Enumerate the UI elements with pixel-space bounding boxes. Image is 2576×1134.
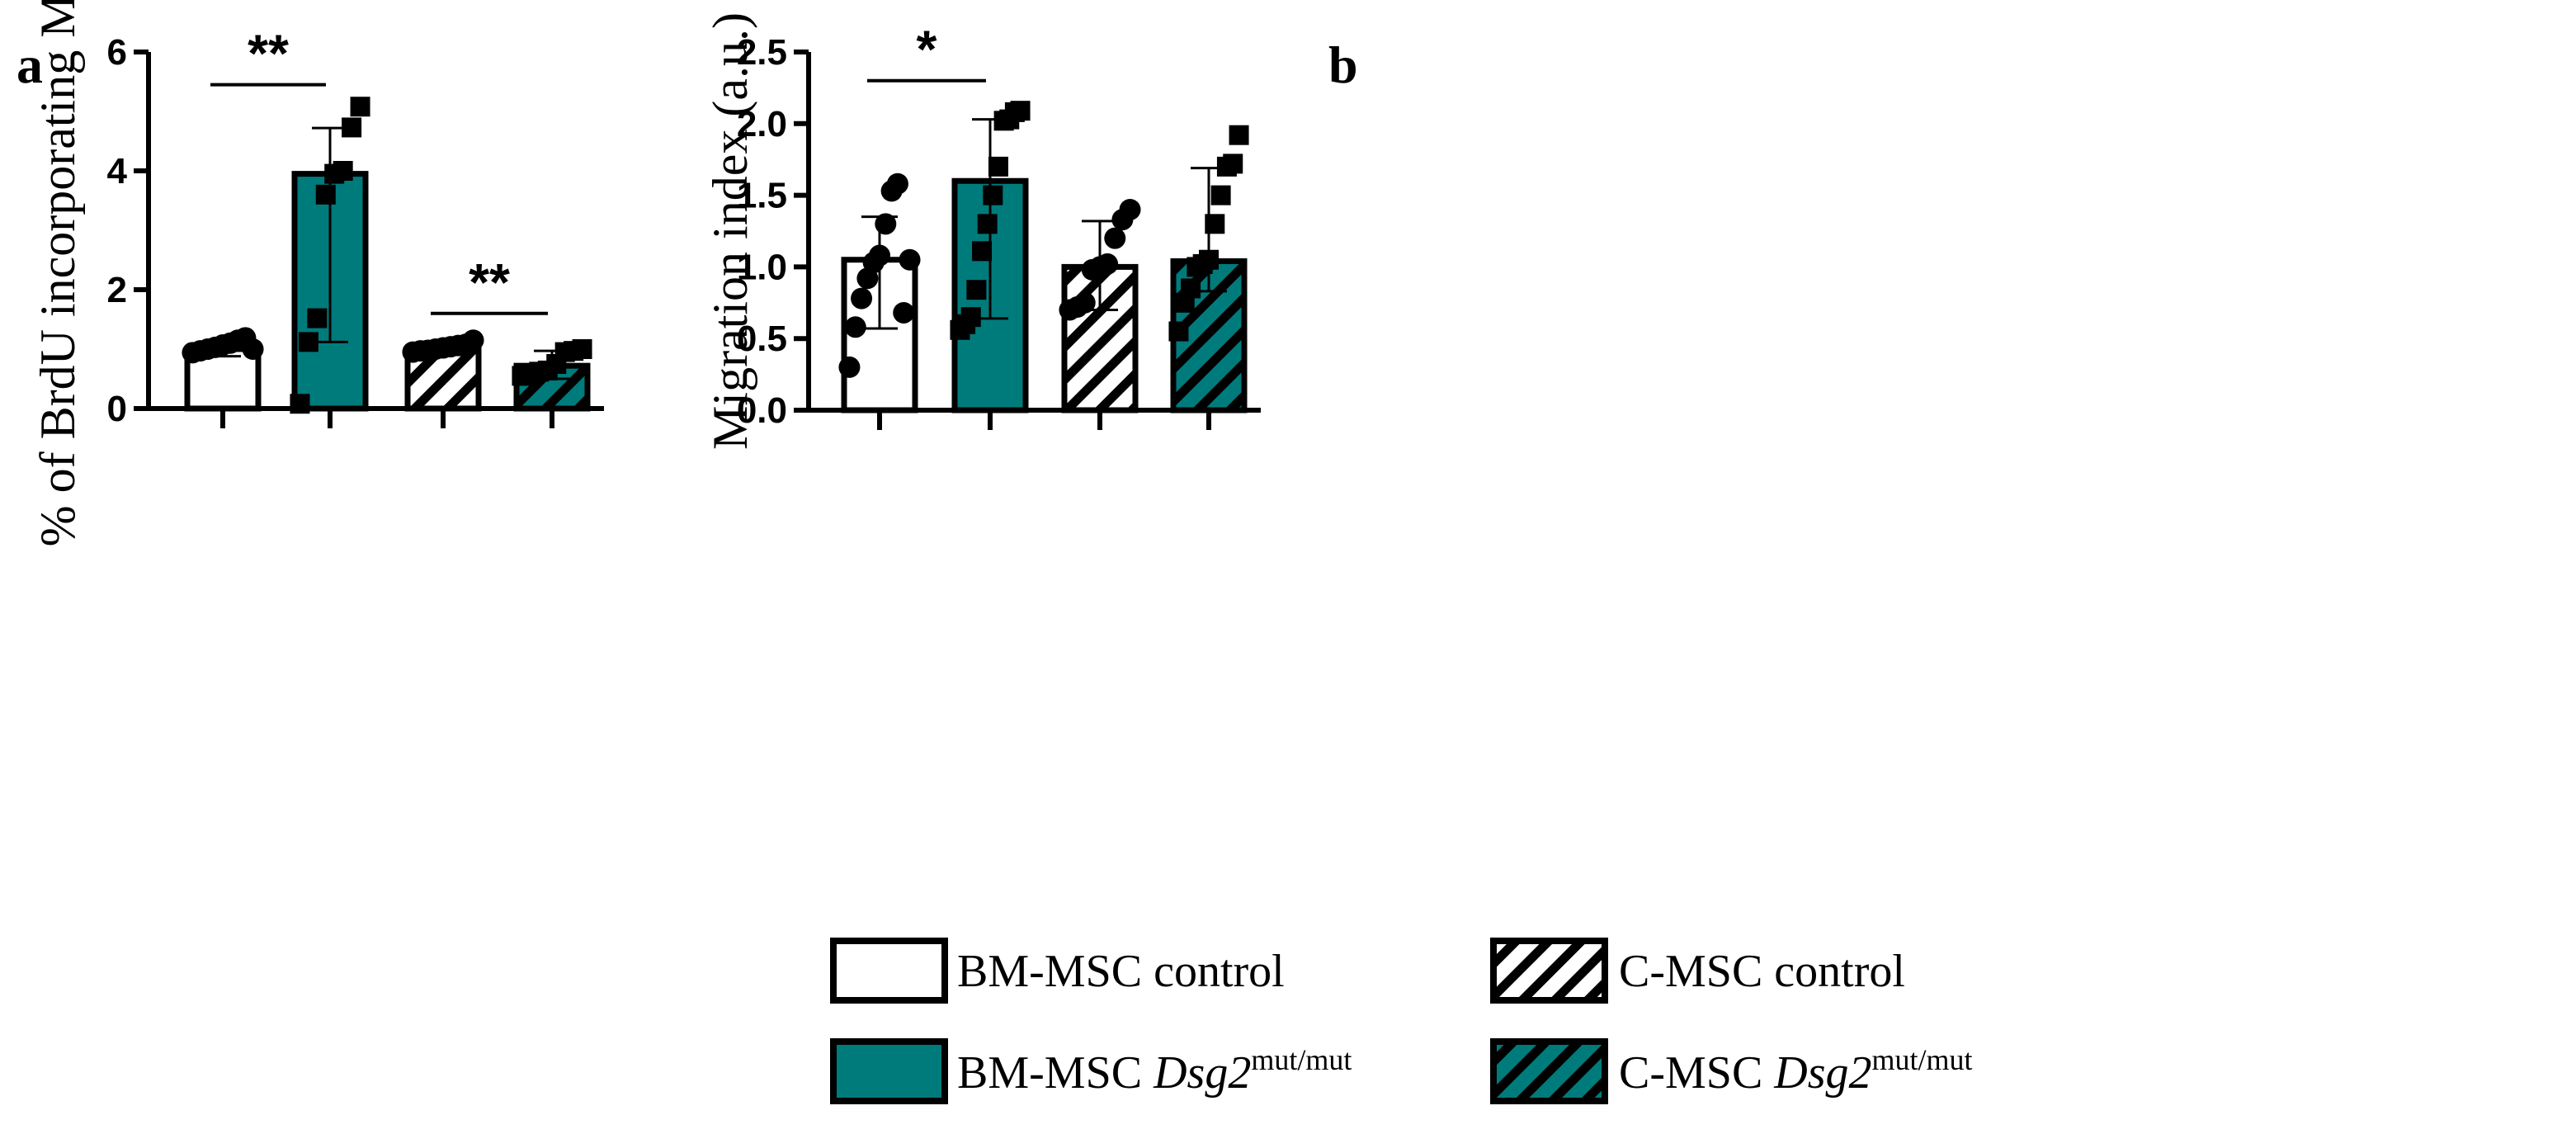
point-b-1 <box>1010 101 1031 121</box>
point-b-0 <box>838 356 861 378</box>
point-a-1 <box>315 184 336 205</box>
point-b-1 <box>988 156 1008 177</box>
point-a-1 <box>307 308 328 328</box>
point-b-3 <box>1168 321 1189 342</box>
panel-label-a: a <box>17 35 43 94</box>
y-tick-label-b: 0.5 <box>737 319 787 359</box>
point-a-1 <box>333 161 353 181</box>
significance-label-a-1: ** <box>469 253 510 312</box>
point-b-1 <box>977 214 998 234</box>
point-b-2 <box>1097 253 1119 275</box>
y-tick-label-a: 6 <box>107 32 127 73</box>
legend-swatch-c-mut <box>1490 1038 1608 1104</box>
point-a-2 <box>462 329 484 352</box>
point-b-0 <box>886 172 908 195</box>
point-b-2 <box>1073 291 1096 314</box>
significance-label-b-0: * <box>917 20 937 79</box>
y-axis-title-a: % of BrdU incorporating MSCs <box>31 0 85 546</box>
point-a-0 <box>242 338 264 360</box>
point-b-3 <box>1181 278 1201 299</box>
point-b-1 <box>960 307 981 328</box>
legend-label-c-mut-sup: mut/mut <box>1872 1043 1973 1076</box>
point-b-0 <box>844 316 866 338</box>
legend-label-bm-mut-prefix: BM-MSC <box>957 1047 1154 1099</box>
y-tick-label-b: 1.5 <box>737 176 787 216</box>
y-tick-label-b: 1.0 <box>737 247 787 287</box>
y-tick-label-b: 0.0 <box>737 390 787 431</box>
point-b-2 <box>1104 227 1126 249</box>
y-tick-label-b: 2.0 <box>737 104 787 144</box>
point-b-3 <box>1223 154 1243 174</box>
y-tick-label-a: 4 <box>107 151 128 191</box>
legend-label-bm-control: BM-MSC control <box>957 946 1285 997</box>
y-tick-label-a: 0 <box>107 389 127 429</box>
chart-a: 0 2 4 6 % of BrdU incorporating MSCs ** ** <box>31 0 604 546</box>
legend-swatch-bm-mut <box>830 1038 948 1104</box>
point-b-1 <box>983 185 1003 206</box>
point-b-0 <box>851 287 873 309</box>
legend-swatch-bm-control <box>830 938 948 1004</box>
point-b-1 <box>972 241 993 262</box>
legend-swatch-c-control <box>1490 938 1608 1004</box>
point-b-3 <box>1210 185 1231 206</box>
point-a-3 <box>572 339 592 359</box>
legend-label-c-mut: C-MSC Dsg2mut/mut <box>1619 1043 1973 1099</box>
legend: BM-MSC control BM-MSC Dsg2mut/mut C-MSC … <box>830 938 1973 1104</box>
legend-label-c-control: C-MSC control <box>1619 946 1905 997</box>
point-a-1 <box>290 394 310 414</box>
legend-label-bm-mut-sup: mut/mut <box>1251 1043 1352 1076</box>
legend-label-c-mut-gene: Dsg2 <box>1773 1047 1871 1099</box>
point-a-1 <box>350 97 370 117</box>
point-b-0 <box>899 248 921 271</box>
legend-label-bm-mut-gene: Dsg2 <box>1153 1047 1251 1099</box>
point-b-0 <box>893 301 915 324</box>
significance-label-a-0: ** <box>248 24 289 83</box>
legend-label-bm-mut: BM-MSC Dsg2mut/mut <box>957 1043 1352 1099</box>
legend-label-c-mut-prefix: C-MSC <box>1619 1047 1774 1099</box>
y-tick-label-b: 2.5 <box>737 32 787 73</box>
point-b-2 <box>1119 198 1141 220</box>
point-b-1 <box>966 280 987 300</box>
point-b-3 <box>1229 125 1249 145</box>
y-axis-title-b: Migration index (a.u.) <box>703 12 757 450</box>
y-tick-label-a: 2 <box>107 270 127 310</box>
panel-label-b: b <box>1328 35 1358 94</box>
